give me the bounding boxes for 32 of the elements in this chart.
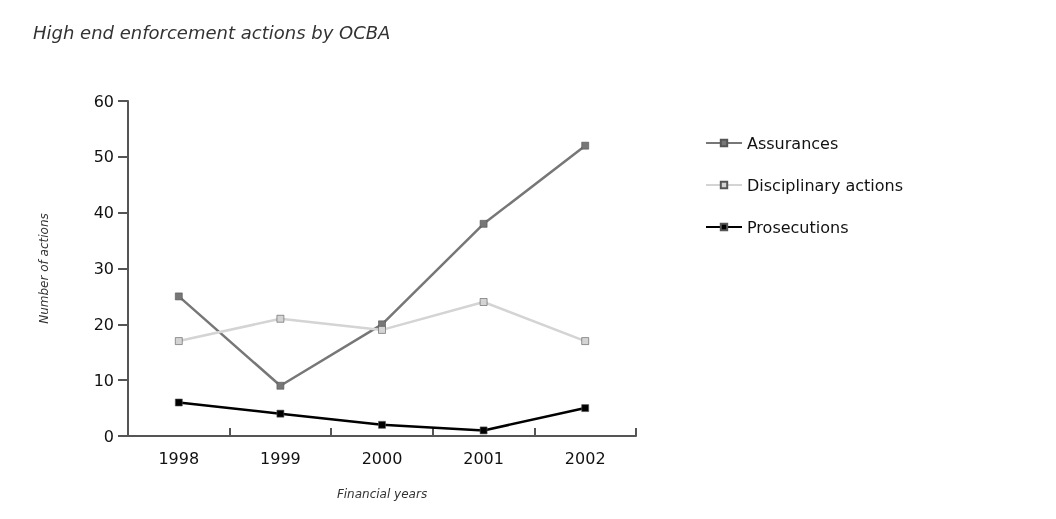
point — [479, 426, 488, 435]
legend-label: Disciplinary actions — [747, 175, 904, 195]
x-tick-label: 1999 — [260, 448, 301, 468]
y-tick-label: 0 — [103, 426, 114, 446]
x-axis-title: Financial years — [336, 487, 428, 501]
y-tick-label: 20 — [93, 314, 114, 334]
y-tick-label: 50 — [93, 147, 114, 167]
x-tick-label: 2002 — [564, 448, 606, 468]
point — [175, 292, 183, 301]
legend-label: Prosecutions — [747, 217, 849, 237]
point — [378, 421, 386, 429]
point — [276, 381, 285, 390]
point — [581, 337, 589, 345]
point — [581, 141, 589, 150]
y-tick-label: 30 — [93, 259, 114, 278]
point — [479, 298, 488, 306]
x-tick-label: 1998 — [158, 448, 200, 468]
y-axis-title: Number of actions — [37, 213, 51, 324]
x-tick-label: 2001 — [463, 448, 504, 468]
chart-title: High end enforcement actions by OCBA — [33, 21, 391, 43]
y-tick-label: 60 — [93, 91, 114, 111]
x-tick-label: 2000 — [361, 448, 403, 468]
point — [276, 314, 285, 323]
point — [175, 398, 183, 407]
point — [276, 409, 285, 418]
legend-label: Assurances — [747, 133, 839, 153]
y-tick-label: 10 — [93, 370, 114, 390]
y-tick-label: 40 — [93, 203, 114, 223]
point — [175, 337, 183, 345]
point — [581, 404, 589, 412]
point — [479, 220, 488, 228]
point — [378, 326, 386, 334]
